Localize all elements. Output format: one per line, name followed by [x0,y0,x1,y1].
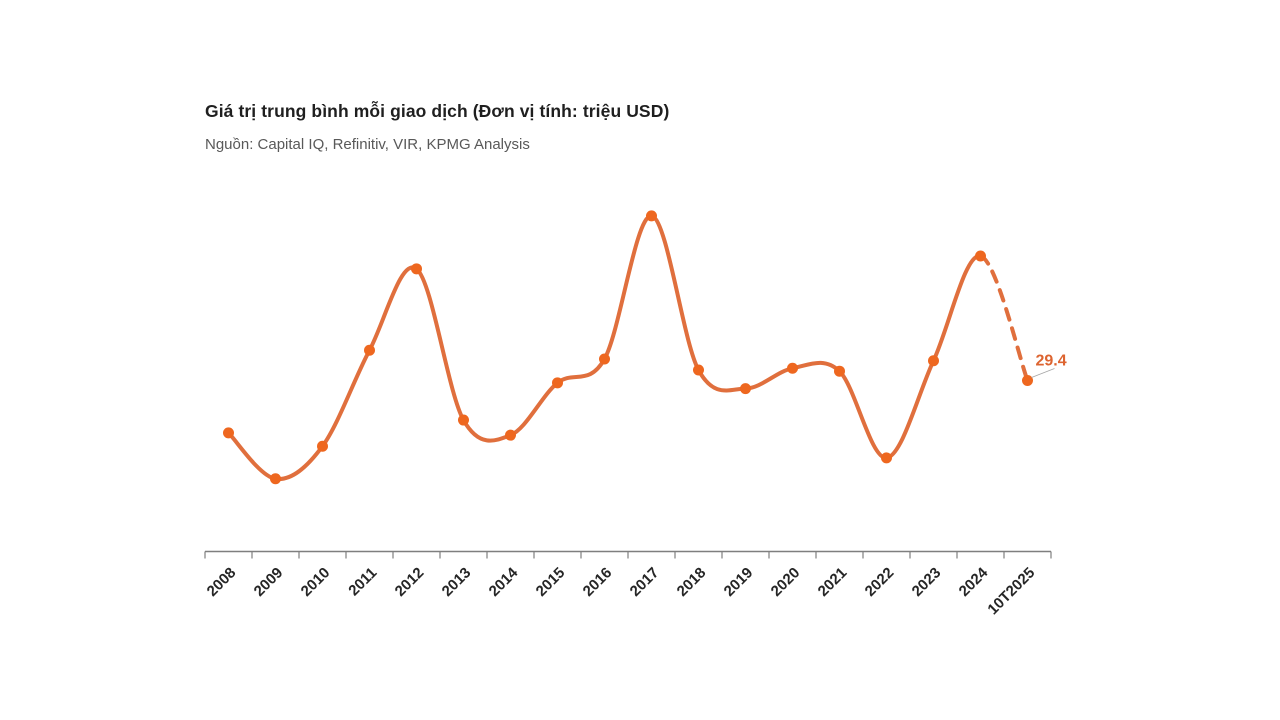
data-point-2024 [975,250,986,262]
x-axis-label: 2017 [627,564,663,600]
x-axis-label: 2016 [580,564,616,600]
x-axis-label: 2020 [768,564,804,600]
data-point-2011 [364,344,375,356]
series-line-solid [226,213,983,481]
data-point-10T2025 [1022,375,1033,386]
data-point-2016 [599,353,610,365]
data-point-2014 [505,429,516,441]
x-axis-label: 2024 [956,564,992,600]
data-point-2023 [928,355,939,367]
x-axis-label: 2009 [251,564,287,600]
x-axis-label: 2019 [721,564,757,600]
chart-source-caption: Nguồn: Capital IQ, Refinitiv, VIR, KPMG … [205,136,530,153]
series-line-dashed-forecast [978,254,1030,383]
x-axis-label: 2018 [674,564,710,600]
x-axis-label: 2014 [486,564,522,600]
x-axis-label: 10T2025 [984,564,1038,618]
x-axis-label: 2015 [533,564,569,600]
x-axis-label: 2013 [439,564,475,600]
x-axis-label: 2012 [392,564,428,600]
chart-title: Giá trị trung bình mỗi giao dịch (Đơn vị… [205,101,670,121]
data-point-2010 [317,440,328,452]
data-label-leader-line [1031,368,1055,378]
x-axis-label: 2021 [815,564,851,600]
data-point-2008 [223,427,234,439]
data-point-2021 [834,365,845,377]
data-point-2020 [787,362,798,374]
data-point-2017 [646,210,657,222]
x-axis-label: 2008 [204,564,240,600]
data-point-2012 [411,263,422,275]
x-axis-label: 2011 [345,564,380,599]
x-axis-label: 2023 [909,564,945,600]
data-point-2022 [881,452,892,464]
data-label-value: 29.4 [1036,353,1067,370]
data-point-2015 [552,377,563,389]
data-point-2018 [693,364,704,376]
x-axis-label: 2010 [298,564,334,600]
data-point-2013 [458,414,469,426]
data-point-2019 [740,383,751,395]
data-point-2009 [270,473,281,485]
x-axis-label: 2022 [862,564,898,600]
